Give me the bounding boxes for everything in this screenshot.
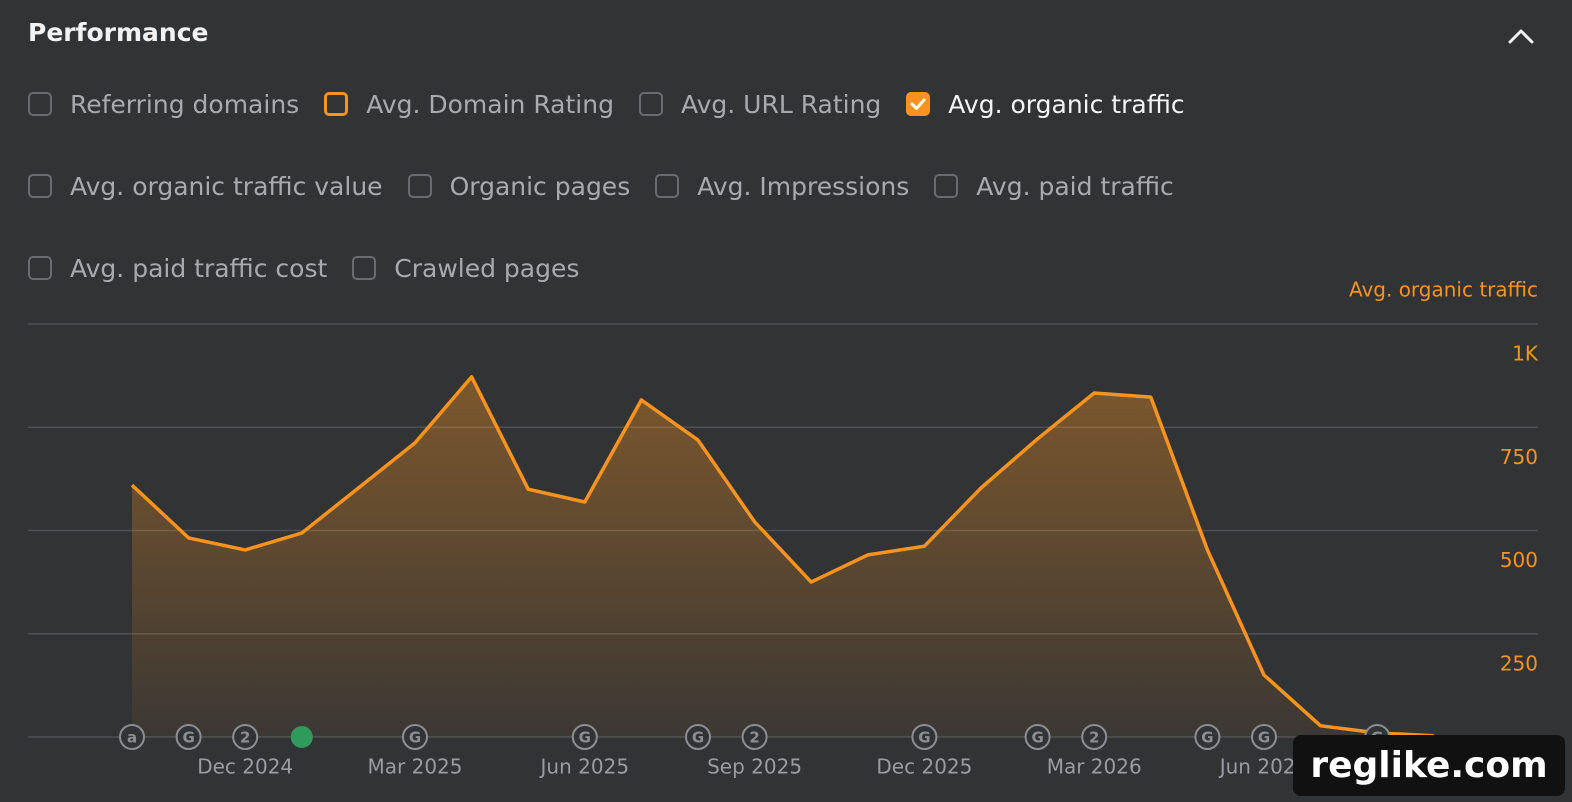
event-marker[interactable]: G <box>685 724 711 750</box>
y-tick-label: 250 <box>1500 651 1538 675</box>
event-marker-label: G <box>918 729 930 747</box>
y-tick-label: 500 <box>1500 548 1538 572</box>
checkbox-label: Avg. Impressions <box>697 171 910 201</box>
event-marker[interactable]: G <box>1024 724 1051 750</box>
metric-checkbox[interactable]: Avg. organic traffic value <box>28 168 383 204</box>
event-marker-circle <box>1194 724 1221 750</box>
metric-checkbox[interactable]: Organic pages <box>407 168 631 204</box>
event-marker-label: G <box>1201 729 1213 747</box>
metric-checkbox[interactable]: Avg. paid traffic cost <box>28 250 327 286</box>
watermark: reglike.com <box>1310 745 1547 786</box>
event-marker-circle <box>911 724 938 750</box>
event-marker-label: 2 <box>240 729 250 747</box>
event-marker-circle <box>571 724 598 750</box>
checkbox-label: Referring domains <box>70 89 300 119</box>
event-marker-label: G <box>182 729 194 747</box>
event-marker-label: 2 <box>749 729 759 747</box>
event-marker-circle <box>175 724 202 750</box>
event-marker[interactable]: G <box>571 724 598 750</box>
event-marker-label: a <box>127 729 137 747</box>
event-marker[interactable]: 2 <box>232 724 259 750</box>
metric-checkboxes: Referring domains Avg. Domain Rating Avg. … <box>28 86 1528 286</box>
y-axis-title: Avg. organic traffic <box>1349 278 1538 302</box>
event-marker[interactable]: 2 <box>1081 724 1108 750</box>
checkbox-label: Avg. paid traffic <box>976 171 1174 201</box>
checkbox[interactable] <box>906 92 931 116</box>
checkbox[interactable] <box>638 92 663 116</box>
checkbox[interactable] <box>407 174 432 198</box>
event-marker-circle <box>741 724 768 750</box>
event-marker[interactable]: G <box>911 724 938 750</box>
event-marker[interactable]: G <box>175 724 202 750</box>
x-tick-label: Sep 2025 <box>707 755 802 779</box>
x-tick-label: Mar 2025 <box>368 755 463 779</box>
event-marker[interactable]: 2 <box>741 724 768 750</box>
event-marker-label: G <box>692 729 704 747</box>
event-marker-circle <box>232 724 259 750</box>
panel-title: Performance <box>28 18 209 47</box>
event-marker-circle <box>1081 724 1108 750</box>
event-marker-circle <box>685 724 711 750</box>
metric-checkbox[interactable]: Crawled pages <box>352 250 579 286</box>
event-marker-circle <box>1251 724 1277 750</box>
event-marker-circle <box>1024 724 1051 750</box>
checkbox[interactable] <box>934 174 959 198</box>
event-marker[interactable]: G <box>1194 724 1221 750</box>
event-marker-label: G <box>1258 729 1270 747</box>
metric-checkbox[interactable]: Avg. Impressions <box>655 168 909 204</box>
checkbox[interactable] <box>655 174 680 198</box>
checkbox[interactable] <box>352 256 377 280</box>
event-marker-circle <box>402 724 428 750</box>
checkbox[interactable] <box>324 92 349 116</box>
metric-checkbox[interactable]: Avg. paid traffic <box>934 168 1174 204</box>
line <box>130 375 1434 738</box>
event-dot <box>290 726 313 748</box>
event-marker-label: G <box>409 729 421 747</box>
event-marker-label: G <box>579 729 591 747</box>
checkbox[interactable] <box>28 174 52 198</box>
metric-checkbox[interactable]: Avg. Domain Rating <box>324 86 614 122</box>
metric-checkbox[interactable]: Referring domains <box>28 86 299 122</box>
y-tick-label: 750 <box>1500 445 1538 469</box>
x-tick-label: Dec 2024 <box>197 755 293 779</box>
x-tick-label: Dec 2025 <box>876 755 972 779</box>
watermark-bg <box>1293 735 1565 796</box>
collapse-button[interactable] <box>1506 24 1536 48</box>
checkbox-label: Avg. paid traffic cost <box>70 253 328 283</box>
event-marker-circle <box>119 724 145 750</box>
y-tick-label: 1K <box>1512 342 1539 366</box>
checkbox-label: Avg. Domain Rating <box>366 89 614 119</box>
check-mark <box>910 98 926 110</box>
checkbox-label: Crawled pages <box>394 253 580 283</box>
x-tick-label: Jun 2025 <box>539 755 630 779</box>
event-marker[interactable]: a <box>119 724 145 750</box>
event-marker-label: 2 <box>1089 729 1099 747</box>
checkbox-label: Avg. organic traffic <box>948 89 1185 119</box>
metric-checkbox[interactable]: Avg. URL Rating <box>638 86 882 122</box>
checkbox-label: Avg. organic traffic value <box>70 171 383 201</box>
x-tick-label: Mar 2026 <box>1047 755 1142 779</box>
checkbox-label: Avg. URL Rating <box>680 89 882 119</box>
event-marker[interactable]: G <box>1251 724 1277 750</box>
checkbox-label: Organic pages <box>449 171 631 201</box>
event-marker[interactable]: G <box>402 724 428 750</box>
area-fill <box>132 376 1434 737</box>
checkbox[interactable] <box>28 92 52 116</box>
event-marker-label: G <box>1031 729 1043 747</box>
metric-checkbox[interactable]: Avg. organic traffic <box>906 86 1185 122</box>
checkbox[interactable] <box>28 256 52 280</box>
